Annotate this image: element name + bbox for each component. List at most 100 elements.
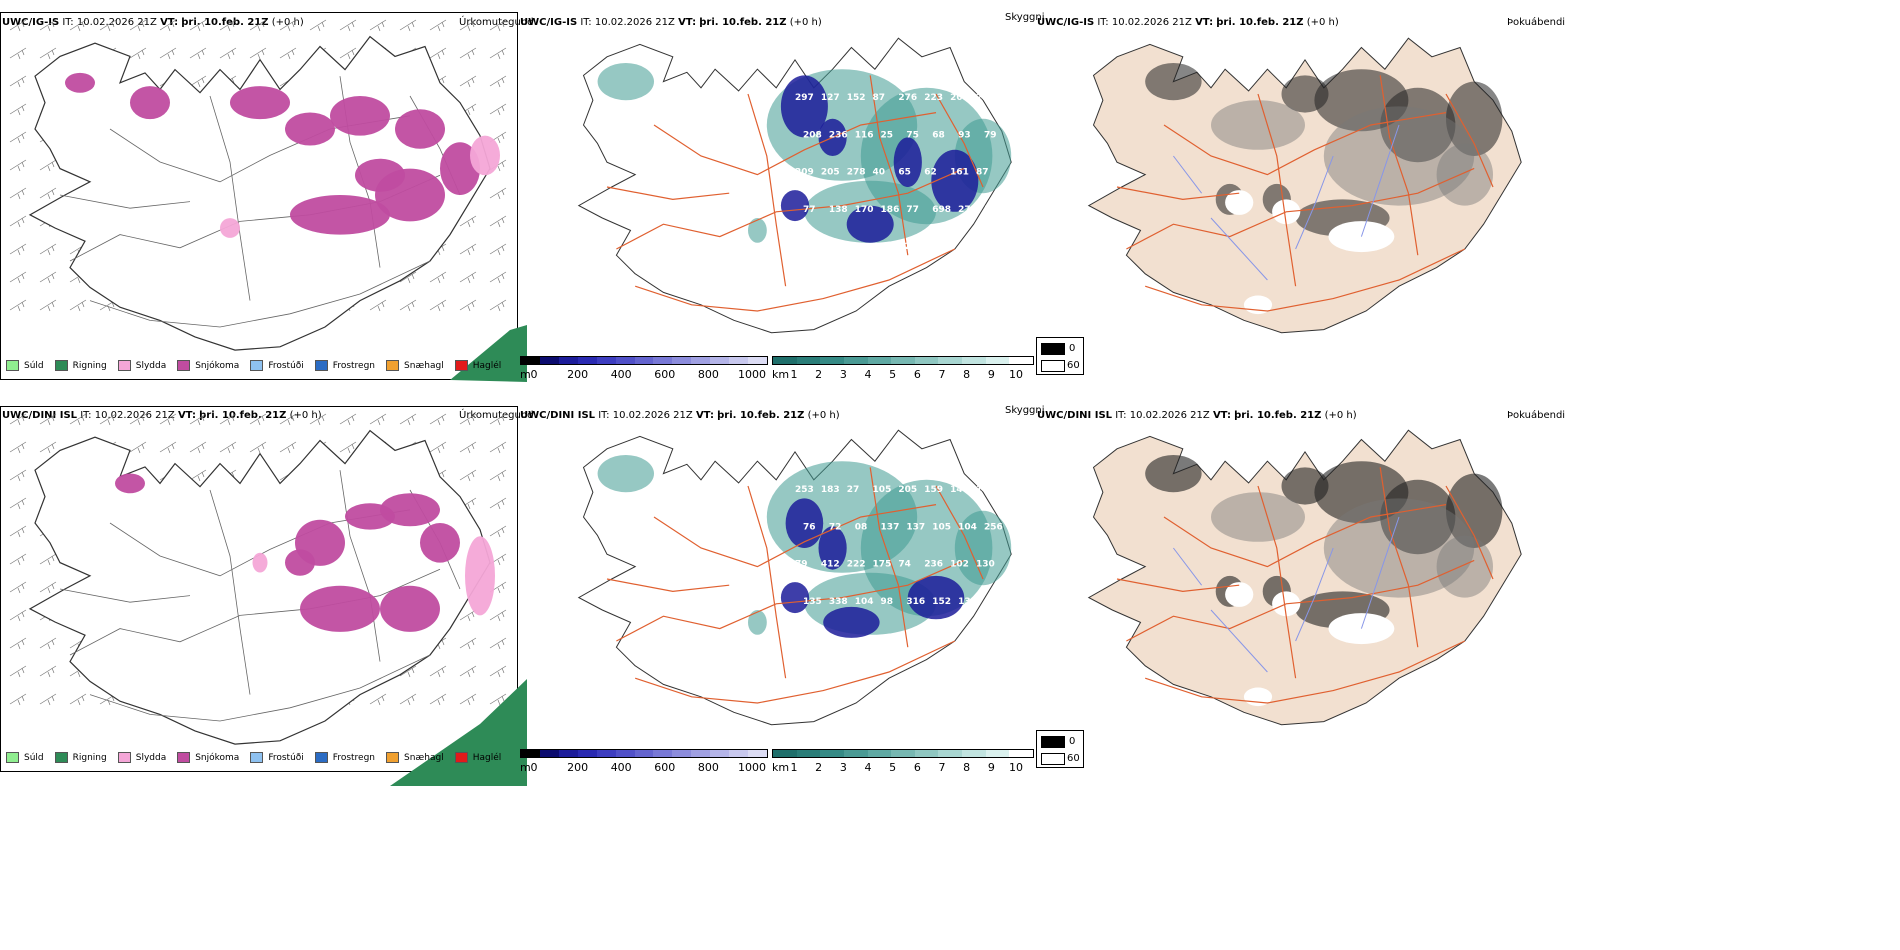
- road: [869, 75, 909, 256]
- rain-area: [390, 679, 527, 786]
- legend-swatch: [386, 752, 400, 763]
- wind-barb: [9, 693, 27, 706]
- wind-barb: [129, 19, 147, 32]
- legend-item-frostúði: Frostúði: [250, 360, 304, 371]
- colorbar-cell: [653, 750, 673, 757]
- low-visibility-area: [954, 510, 1012, 586]
- colorbar-cell: [914, 357, 939, 364]
- legend-item-rigning: Rigning: [54, 360, 107, 371]
- wind-barb: [9, 441, 27, 454]
- wind-barb: [429, 413, 447, 426]
- visibility-value-label: 175: [873, 560, 892, 570]
- cloud-map-row2: [1087, 429, 1522, 726]
- wind-barb: [399, 665, 417, 678]
- river: [1295, 547, 1334, 642]
- visibility-value-label: 76: [803, 522, 816, 532]
- wind-barb: [219, 441, 237, 454]
- wind-barb: [69, 299, 87, 312]
- colorbar-cell: [634, 357, 654, 364]
- visibility-value-label: 276: [898, 93, 917, 103]
- tick-label: 4: [864, 761, 872, 774]
- wind-barb: [489, 299, 507, 312]
- road: [1379, 75, 1419, 256]
- wind-barb: [429, 271, 447, 284]
- tick-label: 5: [889, 368, 897, 381]
- cloud-key-label-0: 0: [1069, 736, 1076, 747]
- wind-barb: [399, 271, 417, 284]
- fog-area: [1436, 143, 1494, 206]
- colorbar-cell: [985, 357, 1010, 364]
- road: [606, 186, 730, 201]
- legend-label: Súld: [24, 752, 44, 763]
- legend-swatch: [250, 752, 264, 763]
- legend-label: Frostúði: [268, 752, 304, 763]
- colorbar-cell: [691, 750, 711, 757]
- colorbar-cell: [962, 357, 986, 364]
- colorbar-cell: [962, 750, 986, 757]
- visibility-value-label: 98: [881, 597, 894, 607]
- road: [59, 194, 191, 209]
- wind-barb: [189, 47, 207, 60]
- snow-area: [130, 86, 170, 120]
- visibility-value-label: 278: [847, 168, 866, 178]
- colorbar-cell: [796, 357, 821, 364]
- precip-map-row1: [9, 19, 527, 382]
- wind-barb: [489, 103, 507, 116]
- road: [1126, 167, 1475, 250]
- legend-label: Haglél: [472, 360, 502, 371]
- legend-swatch: [54, 360, 68, 371]
- colorbar-cell: [615, 750, 635, 757]
- wind-barb: [219, 413, 237, 426]
- legend-label: Slydda: [135, 360, 167, 371]
- colorbar-cell: [672, 357, 692, 364]
- visibility-value-label: 186: [881, 205, 900, 215]
- legend-swatch: [177, 360, 191, 371]
- wind-barb: [279, 47, 297, 60]
- visibility-value-label: 105: [873, 485, 892, 495]
- wind-barb: [309, 19, 327, 32]
- snow-area: [380, 493, 440, 527]
- fog-area: [1211, 492, 1305, 542]
- colorbar-cell: [820, 750, 844, 757]
- terrain-altitude-area: [823, 606, 880, 638]
- wind-barb: [39, 637, 57, 650]
- terrain-altitude-area: [846, 205, 894, 243]
- visibility-value-label: 217: [873, 242, 892, 252]
- wind-barb: [429, 19, 447, 32]
- wind-barb: [9, 47, 27, 60]
- tick-label: 9: [987, 368, 995, 381]
- init-time: 10.02.2026 21Z: [76, 17, 157, 28]
- wind-barb: [489, 47, 507, 60]
- colorbar-cell: [539, 357, 559, 364]
- visibility-value-label: 209: [950, 93, 969, 103]
- wind-barb: [489, 693, 507, 706]
- road: [616, 167, 965, 250]
- legend-swatch: [386, 360, 400, 371]
- legend-label: Snjókoma: [195, 752, 240, 763]
- wind-barb: [69, 413, 87, 426]
- wind-barb: [249, 441, 267, 454]
- visibility-value-label: 297: [976, 93, 995, 103]
- wind-barb: [249, 19, 267, 32]
- panel-title-cloud: Þokuábendi: [1507, 410, 1566, 421]
- road: [869, 467, 909, 648]
- visibility-value-label: 208: [803, 130, 822, 140]
- visibility-value-label: 98: [847, 242, 860, 252]
- colorbar-cell: [914, 750, 939, 757]
- wind-barb: [9, 609, 27, 622]
- panel-title-visibility: Skyggni: [1005, 12, 1045, 23]
- wind-barb: [39, 187, 57, 200]
- altitude-unit: m: [520, 761, 531, 774]
- colorbar-cell: [1009, 750, 1034, 757]
- river: [1360, 124, 1400, 237]
- visibility-value-label: 40: [873, 168, 886, 178]
- wind-barb: [279, 413, 297, 426]
- legend-label: Rigning: [72, 360, 107, 371]
- wind-barb: [459, 299, 477, 312]
- wind-barb: [9, 497, 27, 510]
- visibility-value-label: 144: [950, 485, 969, 495]
- visibility-value-label: 169: [795, 242, 814, 252]
- cloud-key-label-0: 0: [1069, 343, 1076, 354]
- road: [1163, 112, 1447, 176]
- wind-barb: [429, 441, 447, 454]
